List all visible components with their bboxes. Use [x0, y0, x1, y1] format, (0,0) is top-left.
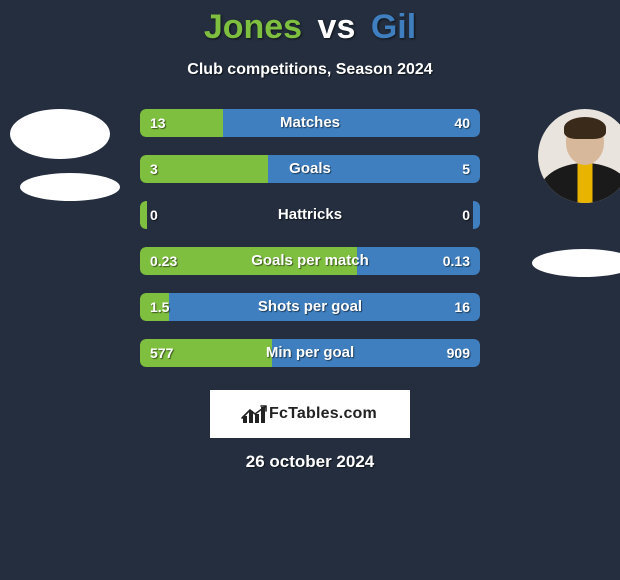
- stat-label: Min per goal: [140, 339, 480, 367]
- stat-row: 0.230.13Goals per match: [140, 247, 480, 275]
- player1-name: Jones: [204, 8, 302, 46]
- logo-text: FcTables.com: [269, 405, 377, 423]
- stat-row: 35Goals: [140, 155, 480, 183]
- avatar-hair: [564, 117, 606, 139]
- player1-shadow: [20, 173, 120, 201]
- player1-avatar: [10, 109, 110, 159]
- stat-row: 00Hattricks: [140, 201, 480, 229]
- stat-label: Matches: [140, 109, 480, 137]
- stat-label: Hattricks: [140, 201, 480, 229]
- comparison-title: Jones vs Gil: [0, 0, 620, 47]
- footer-date: 26 october 2024: [0, 452, 620, 472]
- avatar-body: [538, 163, 620, 203]
- competition-subtitle: Club competitions, Season 2024: [0, 61, 620, 79]
- player2-avatar: [538, 109, 620, 203]
- stat-row: 1.516Shots per goal: [140, 293, 480, 321]
- bar-chart-icon: [243, 405, 265, 423]
- player2-shadow: [532, 249, 620, 277]
- stat-label: Shots per goal: [140, 293, 480, 321]
- stat-row: 577909Min per goal: [140, 339, 480, 367]
- stat-label: Goals per match: [140, 247, 480, 275]
- stat-row: 1340Matches: [140, 109, 480, 137]
- vs-text: vs: [318, 8, 356, 46]
- stat-label: Goals: [140, 155, 480, 183]
- fctables-logo: FcTables.com: [210, 390, 410, 438]
- stat-bars: 1340Matches 35Goals 00Hattricks 0.230.13Goa…: [140, 109, 480, 385]
- player2-name: Gil: [371, 8, 416, 46]
